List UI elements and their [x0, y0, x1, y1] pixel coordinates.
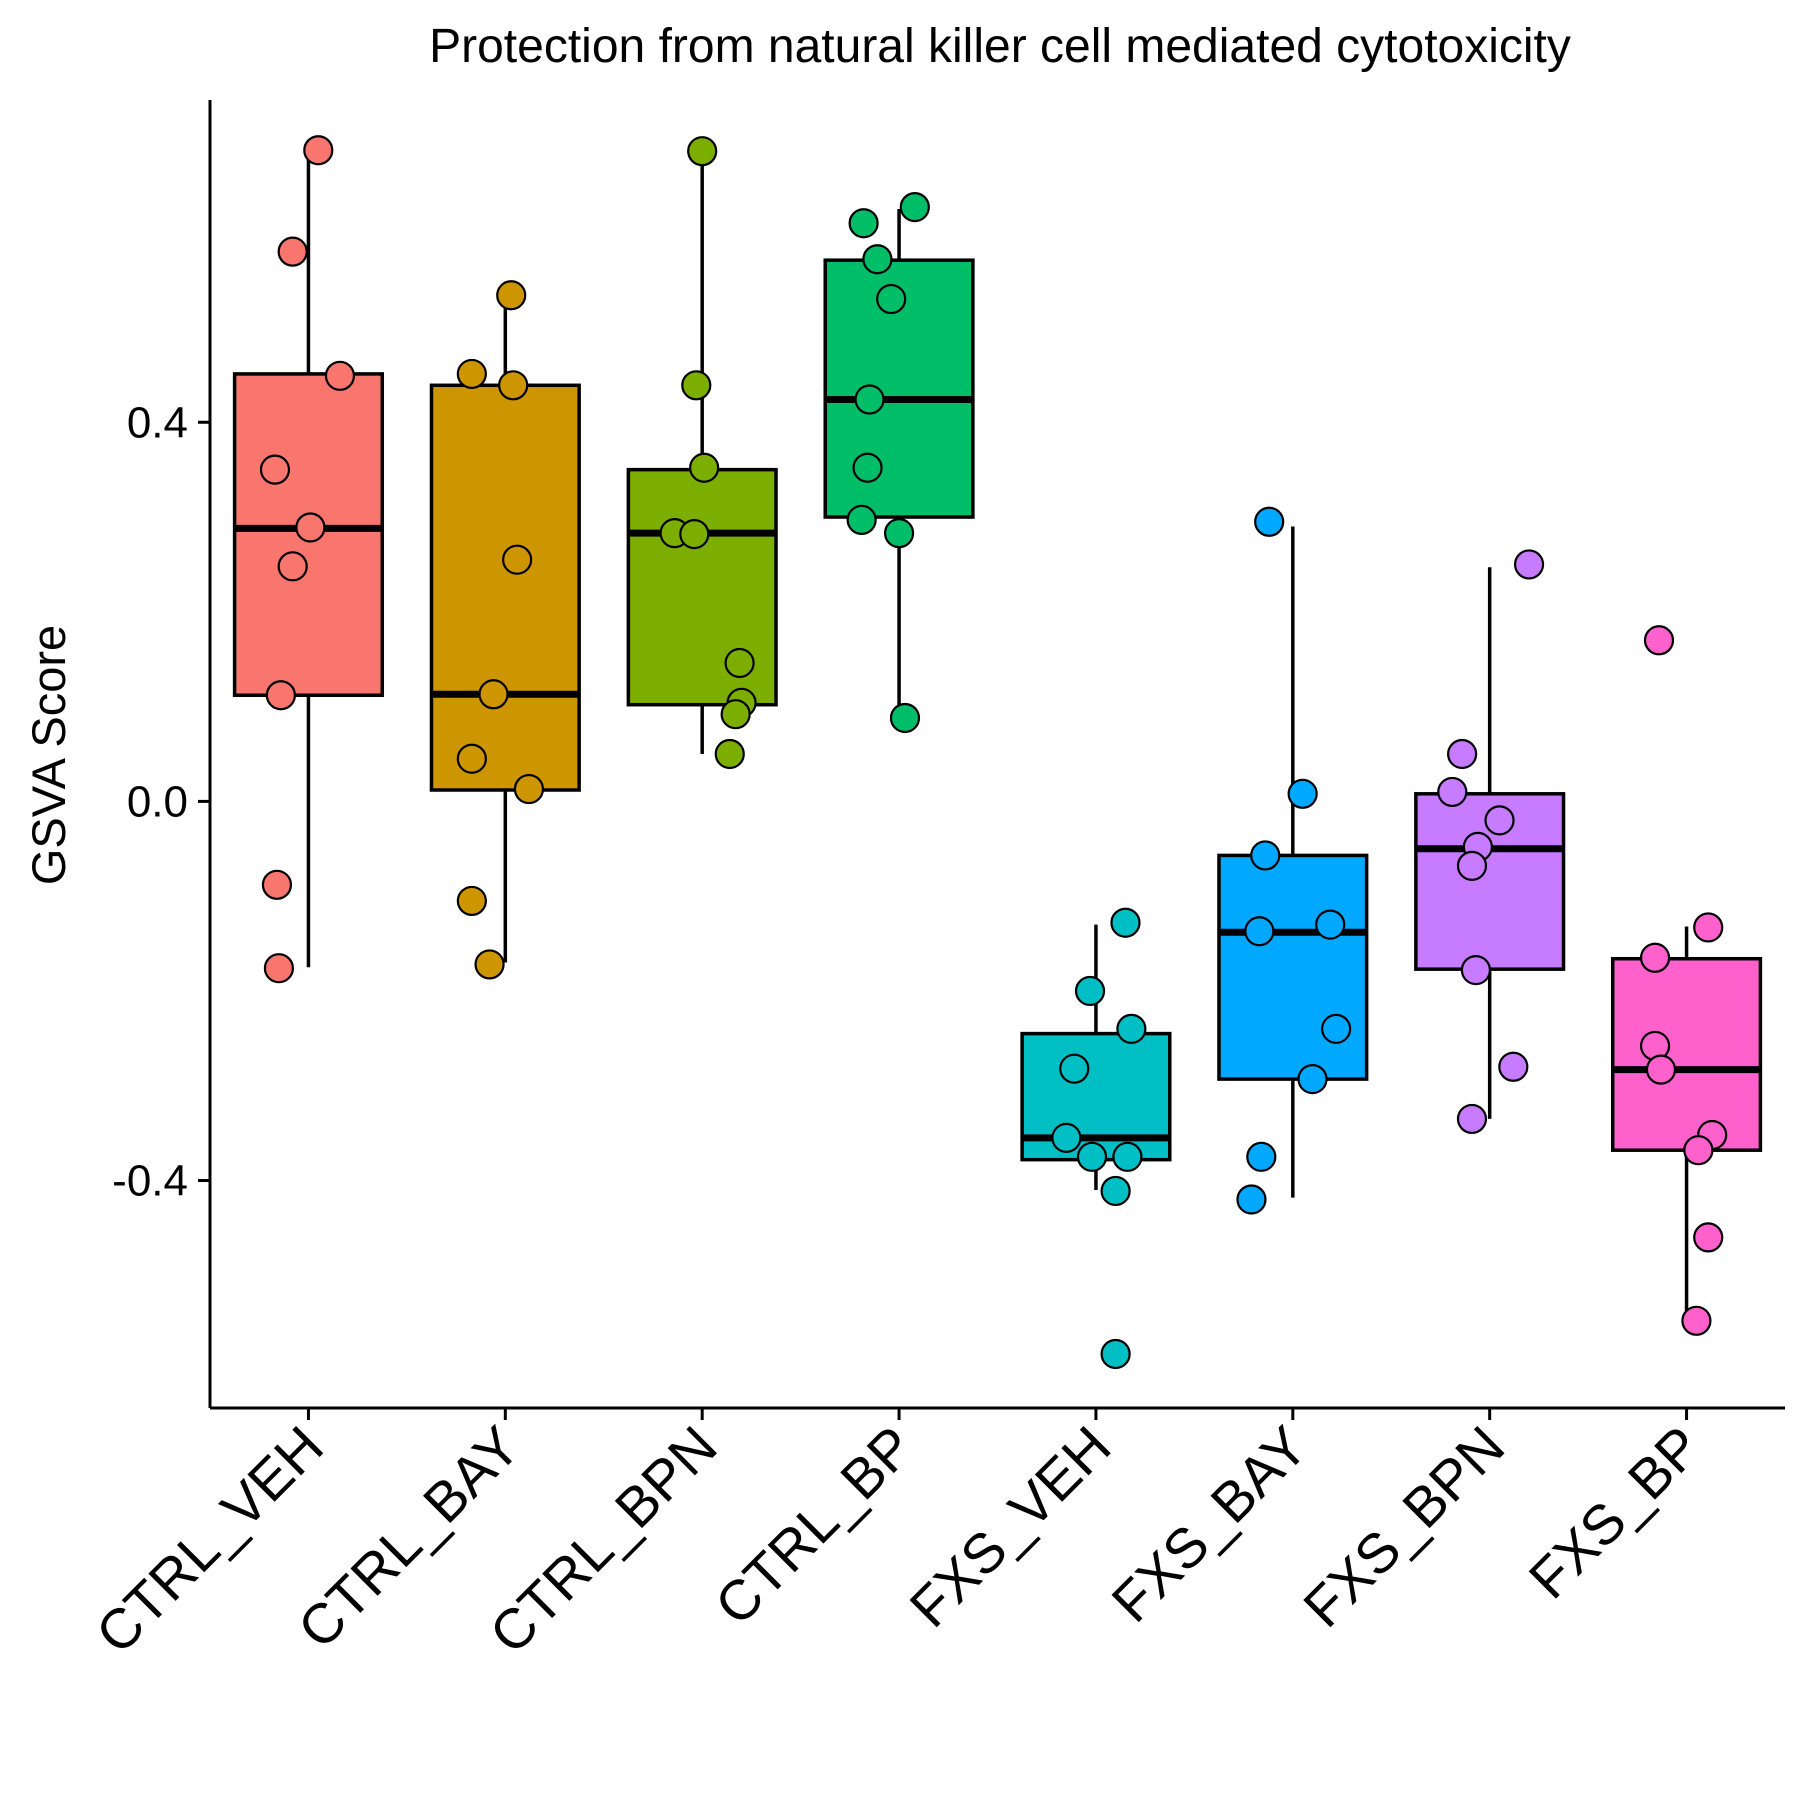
data-point: [1682, 1307, 1710, 1335]
x-tick-label: FXS_BPN: [1291, 1414, 1516, 1639]
data-point: [1289, 780, 1317, 808]
data-point: [458, 360, 486, 388]
chart-title: Protection from natural killer cell medi…: [429, 20, 1571, 73]
data-point: [503, 546, 531, 574]
data-point: [480, 680, 508, 708]
box-iqr: [1219, 855, 1367, 1079]
data-point: [1076, 977, 1104, 1005]
data-point: [1462, 956, 1490, 984]
data-point: [296, 513, 324, 541]
data-point: [1102, 1340, 1130, 1368]
data-point: [261, 456, 289, 484]
data-point: [304, 136, 332, 164]
data-point: [279, 552, 307, 580]
plot-area: [235, 136, 1761, 1368]
box-group-fxs-bpn: [1416, 550, 1564, 1132]
data-point: [1694, 1223, 1722, 1251]
data-point: [1647, 1056, 1675, 1084]
y-tick-label: -0.4: [112, 1157, 188, 1206]
box-group-ctrl-bp: [825, 193, 973, 732]
box-group-fxs-bay: [1219, 508, 1367, 1214]
data-point: [1247, 1143, 1275, 1171]
data-point: [863, 245, 891, 273]
data-point: [265, 954, 293, 982]
data-point: [901, 193, 929, 221]
y-tick-label: 0.4: [127, 398, 188, 447]
data-point: [726, 649, 754, 677]
data-point: [1486, 806, 1514, 834]
data-point: [476, 950, 504, 978]
x-tick-label: FXS_VEH: [897, 1414, 1122, 1639]
data-point: [263, 871, 291, 899]
data-point: [682, 371, 710, 399]
data-point: [499, 371, 527, 399]
box-group-ctrl-bay: [431, 281, 579, 978]
data-point: [690, 454, 718, 482]
box-iqr: [628, 470, 776, 705]
data-point: [1515, 550, 1543, 578]
data-point: [1645, 626, 1673, 654]
data-point: [1438, 778, 1466, 806]
data-point: [1052, 1124, 1080, 1152]
data-point: [1111, 909, 1139, 937]
data-point: [1060, 1055, 1088, 1083]
data-point: [1113, 1143, 1141, 1171]
y-tick-label: 0.0: [127, 777, 188, 826]
data-point: [688, 137, 716, 165]
data-point: [1245, 917, 1273, 945]
data-point: [1458, 852, 1486, 880]
data-point: [848, 506, 876, 534]
data-point: [1078, 1143, 1106, 1171]
x-tick-label: FXS_BP: [1517, 1414, 1713, 1610]
data-point: [1694, 913, 1722, 941]
box-group-fxs-bp: [1613, 626, 1761, 1335]
box-group-ctrl-veh: [235, 136, 383, 982]
data-point: [856, 386, 884, 414]
data-point: [1499, 1053, 1527, 1081]
data-point: [1102, 1177, 1130, 1205]
x-tick-label: CTRL_BP: [703, 1414, 926, 1637]
data-point: [1316, 911, 1344, 939]
data-point: [267, 681, 295, 709]
data-point: [722, 700, 750, 728]
data-point: [854, 454, 882, 482]
box-group-ctrl-bpn: [628, 137, 776, 768]
data-point: [458, 887, 486, 915]
data-point: [458, 745, 486, 773]
data-point: [891, 704, 919, 732]
data-point: [680, 520, 708, 548]
data-point: [1458, 1105, 1486, 1133]
data-point: [1684, 1136, 1712, 1164]
data-point: [1299, 1065, 1327, 1093]
data-point: [850, 209, 878, 237]
box-iqr: [1613, 959, 1761, 1150]
data-point: [1255, 508, 1283, 536]
data-point: [1117, 1015, 1145, 1043]
data-point: [515, 775, 543, 803]
y-axis-title: GSVA Score: [22, 625, 75, 885]
data-point: [1322, 1015, 1350, 1043]
x-tick-label: FXS_BAY: [1099, 1414, 1319, 1634]
box-iqr: [431, 385, 579, 790]
data-point: [279, 238, 307, 266]
data-point: [1251, 841, 1279, 869]
data-point: [326, 362, 354, 390]
data-point: [885, 519, 913, 547]
data-point: [497, 281, 525, 309]
data-point: [1237, 1185, 1265, 1213]
data-point: [716, 740, 744, 768]
data-point: [1641, 944, 1669, 972]
data-point: [877, 285, 905, 313]
data-point: [1448, 740, 1476, 768]
box-group-fxs-veh: [1022, 909, 1170, 1368]
